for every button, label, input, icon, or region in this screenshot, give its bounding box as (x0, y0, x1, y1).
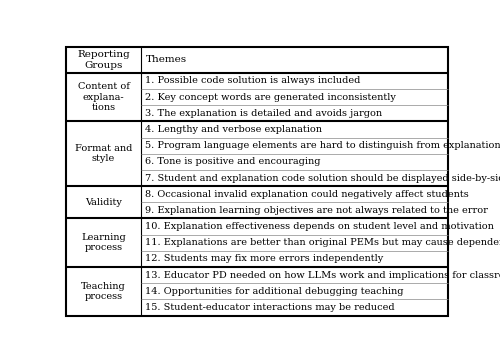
Text: Teaching
process: Teaching process (81, 282, 126, 301)
Text: 6. Tone is positive and encouraging: 6. Tone is positive and encouraging (146, 157, 321, 166)
Text: 15. Student-educator interactions may be reduced: 15. Student-educator interactions may be… (146, 303, 395, 312)
Text: 9. Explanation learning objectives are not always related to the error: 9. Explanation learning objectives are n… (146, 206, 488, 215)
Text: Themes: Themes (146, 55, 186, 64)
Text: 11. Explanations are better than original PEMs but may cause dependency: 11. Explanations are better than origina… (146, 238, 500, 247)
Text: 4. Lengthy and verbose explanation: 4. Lengthy and verbose explanation (146, 125, 322, 134)
Text: Validity: Validity (85, 198, 122, 207)
Text: Content of
explana-
tions: Content of explana- tions (78, 82, 130, 112)
Text: Learning
process: Learning process (81, 233, 126, 252)
Text: 14. Opportunities for additional debugging teaching: 14. Opportunities for additional debuggi… (146, 287, 404, 296)
Text: 12. Students may fix more errors independently: 12. Students may fix more errors indepen… (146, 255, 384, 263)
Text: 5. Program language elements are hard to distinguish from explanation: 5. Program language elements are hard to… (146, 141, 500, 150)
Text: 10. Explanation effectiveness depends on student level and motivation: 10. Explanation effectiveness depends on… (146, 222, 494, 231)
Text: 8. Occasional invalid explanation could negatively affect students: 8. Occasional invalid explanation could … (146, 190, 469, 199)
Text: Reporting
Groups: Reporting Groups (77, 50, 130, 70)
Text: 2. Key concept words are generated inconsistently: 2. Key concept words are generated incon… (146, 92, 396, 102)
Text: 13. Educator PD needed on how LLMs work and implications for classroom use: 13. Educator PD needed on how LLMs work … (146, 271, 500, 280)
Text: 3. The explanation is detailed and avoids jargon: 3. The explanation is detailed and avoid… (146, 109, 382, 118)
Text: 1. Possible code solution is always included: 1. Possible code solution is always incl… (146, 76, 361, 85)
Text: Format and
style: Format and style (75, 144, 132, 164)
Text: 7. Student and explanation code solution should be displayed side-by-side: 7. Student and explanation code solution… (146, 174, 500, 182)
